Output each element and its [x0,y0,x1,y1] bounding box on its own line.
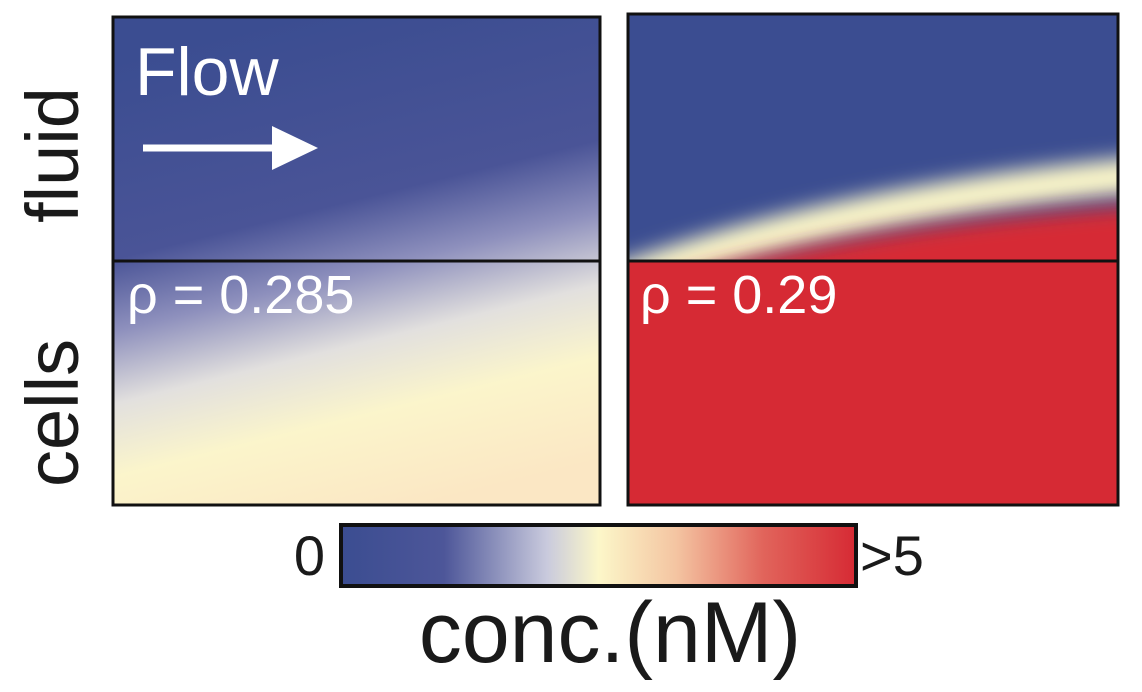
colorbar-min: 0 [294,524,325,587]
flow-arrow [143,126,318,170]
rho-label: ρ = 0.285 [127,265,354,325]
colorbar [339,523,858,588]
colorbar-max: >5 [860,524,924,587]
colorbar-label: conc.(nM) [419,585,801,681]
row-label: cells [11,339,94,487]
flow-label: Flow [135,34,279,110]
row-label: fluid [11,87,94,223]
rho-label: ρ = 0.29 [640,265,837,325]
